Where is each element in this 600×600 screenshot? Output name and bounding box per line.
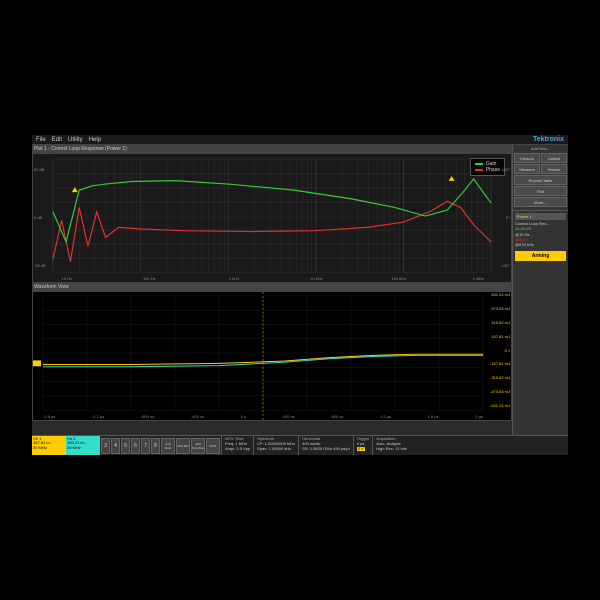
acq-group[interactable]: Acquisition Auto, Analyze High Res: 13 b… — [372, 436, 409, 455]
oscilloscope-app: File Edit Utility Help Tektronix Plot 1 … — [32, 135, 568, 455]
side-measure[interactable]: Measure — [514, 164, 540, 174]
side-results-table[interactable]: Results Table — [514, 175, 567, 185]
xt-2: 1 kHz — [229, 276, 239, 281]
ch-btn-4[interactable]: 4 — [111, 438, 120, 454]
panel-l5: @578 kHz — [515, 242, 566, 247]
yl-2: -50 dB — [34, 263, 46, 268]
ch2-badge[interactable]: Ch 2 155.21 m... 20 MHz — [66, 436, 100, 455]
ch-btn-3[interactable]: 3 — [101, 438, 110, 454]
xt-5: 1 MHz — [473, 276, 485, 281]
panel-hdr: Power 1 — [515, 213, 566, 220]
ch-btn-8[interactable]: 8 — [151, 438, 160, 454]
add_new-button[interactable]: Add New Bus — [191, 438, 205, 454]
spectrum-group[interactable]: Spectrum CF: 1.00000000 MHz Span: 1.0000… — [253, 436, 298, 455]
menu-utility[interactable]: Utility — [68, 137, 83, 143]
plot1-area[interactable]: Gain Phase 50 dB 0 dB -50 dB 100° 0° -10… — [32, 153, 512, 283]
ch-btn-5[interactable]: 5 — [121, 438, 130, 454]
xt-3: 10 kHz — [310, 276, 322, 281]
side-more-[interactable]: More... — [514, 197, 567, 207]
bottom-bar: Ch 1 157.81 m... 20 MHz Ch 2 155.21 m...… — [32, 435, 568, 455]
yl-0: 50 dB — [34, 167, 44, 172]
side-plot[interactable]: Plot — [514, 186, 567, 196]
brand-logo: Tektronix — [533, 136, 564, 143]
xt-4: 100 kHz — [392, 276, 407, 281]
add_math-button[interactable]: Add Math — [161, 438, 175, 454]
side-panel: Add New... CursorsCalloutMeasureSearchRe… — [512, 145, 568, 435]
plot1-title: Plot 1 - Control Loop Response (Power 1) — [32, 145, 512, 153]
waveform-title: Waveform View — [32, 283, 512, 291]
menu-help[interactable]: Help — [89, 137, 101, 143]
addnew-label: Add New... — [513, 145, 568, 152]
wf-xlabels: -1.6 µs-1.2 µs-800 ns-400 ns0 s400 ns800… — [43, 414, 483, 419]
yl-1: 0 dB — [34, 215, 42, 220]
side-cursors[interactable]: Cursors — [514, 153, 540, 163]
ch-btn-7[interactable]: 7 — [141, 438, 150, 454]
menubar: File Edit Utility Help Tektronix — [32, 135, 568, 145]
side-search[interactable]: Search — [541, 164, 567, 174]
trigger-group[interactable]: Trigger 4 µs 0 V — [353, 436, 373, 455]
yr-0: 100° — [502, 167, 510, 172]
afg-group[interactable]: AFG: Sine Freq: 1 MHz Ampl: 2.5 Vpp — [221, 436, 253, 455]
wf-ylabels: 831.24 mJ673.63 mJ315.62 mJ157.81 mJ0 J-… — [486, 292, 510, 408]
legend-phase: Phase — [486, 167, 500, 173]
yr-2: -100° — [500, 263, 510, 268]
ch-btn-6[interactable]: 6 — [131, 438, 140, 454]
arming-button[interactable]: Arming — [515, 251, 566, 261]
xt-1: 100 Hz — [143, 276, 156, 281]
menu-edit[interactable]: Edit — [52, 137, 62, 143]
measurement-panel[interactable]: Power 1 Control Loop Res... 38.88 dB @10… — [513, 210, 568, 249]
plot1-legend: Gain Phase — [470, 158, 505, 176]
horiz-group[interactable]: Horizontal 400 ns/div SR: 1.5625 GS/s 64… — [298, 436, 353, 455]
ch1-badge[interactable]: Ch 1 157.81 m... 20 MHz — [32, 436, 66, 455]
waveform-area[interactable]: 831.24 mJ673.63 mJ315.62 mJ157.81 mJ0 J-… — [32, 291, 512, 421]
menu-file[interactable]: File — [36, 137, 46, 143]
xt-0: 10 Hz — [62, 276, 72, 281]
add_ref-button[interactable]: Add Ref — [176, 438, 190, 454]
side-callout[interactable]: Callout — [541, 153, 567, 163]
dvm-button[interactable]: DVM — [206, 438, 220, 454]
yr-1: 0° — [506, 215, 510, 220]
